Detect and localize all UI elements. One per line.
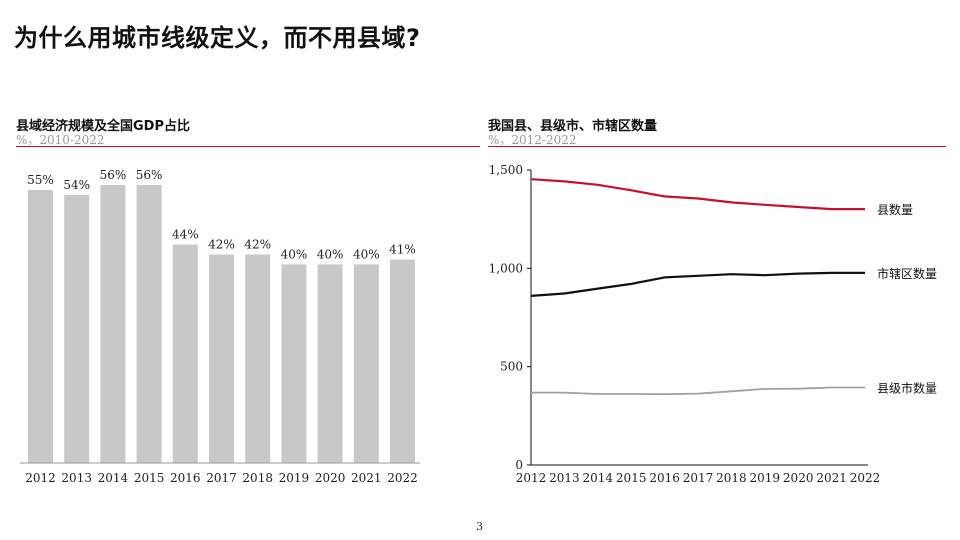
left-divider — [16, 146, 480, 147]
x-tick-label: 2017 — [206, 471, 237, 485]
left-chart-title: 县域经济规模及全国GDP占比 — [16, 119, 190, 134]
left-chart-subtitle: %，2010-2022 — [16, 133, 105, 147]
bar-value-label: 42% — [208, 238, 235, 252]
x-tick-label: 2016 — [170, 471, 201, 485]
x-tick-label: 2015 — [134, 471, 165, 485]
x-tick-label: 2022 — [850, 471, 881, 485]
x-tick-label: 2014 — [98, 471, 129, 485]
bar-2014 — [100, 185, 126, 463]
y-tick-label: 0 — [515, 458, 523, 472]
x-tick-label: 2012 — [516, 471, 547, 485]
bar-2022 — [390, 259, 415, 463]
x-tick-label: 2013 — [61, 471, 92, 485]
bar-2019 — [281, 264, 307, 463]
series-line-2 — [531, 386, 865, 396]
x-tick-label: 2021 — [351, 471, 382, 485]
series-label: 县数量 — [877, 202, 913, 217]
x-tick-label: 2019 — [750, 471, 781, 485]
page-number: 3 — [476, 520, 483, 533]
bar-value-label: 40% — [281, 247, 308, 261]
y-tick-label: 1,000 — [489, 261, 523, 275]
right-divider — [488, 146, 946, 147]
x-tick-label: 2021 — [816, 471, 847, 485]
series-label: 市辖区数量 — [877, 266, 937, 281]
bar-chart: 55% 2012 54% 2013 56% 2014 56% 2015 44% 2016 42% 20… — [20, 168, 420, 485]
bar-2016 — [172, 244, 198, 463]
bar-value-label: 56% — [100, 168, 127, 182]
series-label: 县级市数量 — [877, 381, 937, 396]
x-tick-label: 2012 — [25, 471, 56, 485]
bar-value-label: 40% — [353, 247, 380, 261]
right-chart-title: 我国县、县级市、市辖区数量 — [488, 119, 658, 134]
right-chart-subtitle: %，2012-2022 — [488, 133, 577, 147]
bar-2012 — [28, 190, 53, 463]
bar-2018 — [245, 254, 271, 463]
bar-2017 — [209, 254, 234, 463]
bar-value-label: 41% — [389, 243, 416, 257]
bar-value-label: 56% — [136, 168, 163, 182]
x-tick-label: 2014 — [583, 471, 614, 485]
bar-value-label: 44% — [172, 228, 199, 242]
x-tick-label: 2017 — [683, 471, 714, 485]
bar-value-label: 40% — [317, 247, 344, 261]
x-tick-label: 2013 — [549, 471, 580, 485]
x-tick-label: 2020 — [783, 471, 814, 485]
x-tick-label: 2018 — [242, 471, 273, 485]
bar-value-label: 54% — [63, 178, 90, 192]
x-tick-label: 2020 — [315, 471, 346, 485]
page-title: 为什么用城市线级定义，而不用县域? — [14, 24, 421, 52]
x-tick-label: 2018 — [716, 471, 747, 485]
bar-value-label: 55% — [27, 173, 54, 187]
series-line-0 — [530, 178, 865, 211]
bar-2013 — [64, 194, 90, 463]
x-tick-label: 2019 — [279, 471, 310, 485]
bar-value-label: 42% — [244, 238, 271, 252]
y-tick-label: 1,500 — [489, 163, 523, 177]
x-tick-label: 2016 — [649, 471, 680, 485]
x-tick-label: 2022 — [387, 471, 418, 485]
bar-2015 — [136, 185, 162, 463]
bar-2021 — [353, 264, 379, 463]
series-line-1 — [530, 271, 865, 297]
bar-2020 — [317, 264, 343, 463]
y-tick-label: 500 — [500, 360, 523, 374]
x-tick-label: 2015 — [616, 471, 647, 485]
